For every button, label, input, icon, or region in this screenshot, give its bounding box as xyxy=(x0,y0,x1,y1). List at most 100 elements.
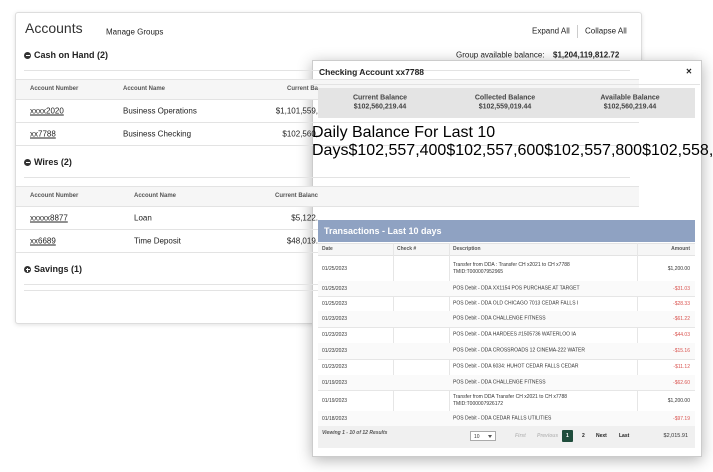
y-tick-label: $102,557,400 xyxy=(348,142,447,159)
column-header: Account Name xyxy=(123,86,166,92)
transaction-amount: $1,200.00 xyxy=(667,397,690,404)
balance-panel xyxy=(318,88,695,118)
group-balance: $1,204,119,812.72 xyxy=(553,50,620,60)
separator xyxy=(577,25,578,38)
balance-label: Available Balance xyxy=(600,94,660,102)
group-name: Savings (1) xyxy=(34,264,83,274)
column-header: Amount xyxy=(671,246,690,252)
transaction-amount: -$97.19 xyxy=(673,415,690,422)
transaction-description: POS Debit - DDA 6034: HUHOT CEDAR FALLS … xyxy=(453,363,579,370)
row-divider xyxy=(318,359,695,360)
transaction-amount: -$11.12 xyxy=(673,364,690,370)
transaction-date: 01/23/2023 xyxy=(322,348,348,354)
column-header: Account Number xyxy=(30,86,79,92)
table-header-band xyxy=(318,243,695,256)
results-summary: Viewing 1 - 10 of 12 Results xyxy=(322,430,388,436)
balance-value: $102,560,219.44 xyxy=(353,103,407,111)
row-stripe xyxy=(318,411,695,426)
balance-value: $102,560,219.44 xyxy=(603,103,657,111)
transaction-date: 01/18/2023 xyxy=(322,415,348,422)
column-header: Date xyxy=(322,246,333,252)
pagination-button[interactable]: Next xyxy=(596,433,607,439)
divider xyxy=(24,70,630,71)
transaction-description: POS Debit - DDA CHALLENGE FITNESS xyxy=(453,315,546,322)
transaction-amount: $1,200.00 xyxy=(667,266,690,272)
column-header: Account Number xyxy=(30,193,79,199)
toggle-icon xyxy=(24,52,31,59)
row-divider xyxy=(318,390,695,391)
group-name: Cash on Hand (2) xyxy=(34,50,109,60)
group-balance-label: Group available balance: xyxy=(456,50,545,60)
current-balance: $5,122. xyxy=(291,213,318,223)
row-stripe xyxy=(318,343,695,359)
manage-groups-link[interactable]: Manage Groups xyxy=(106,27,164,37)
account-number-link[interactable]: xx7788 xyxy=(30,129,56,139)
transaction-date: 01/25/2023 xyxy=(322,285,348,292)
table-header-band xyxy=(16,186,639,207)
transaction-date: 01/23/2023 xyxy=(322,364,348,370)
transaction-date: 01/25/2023 xyxy=(322,300,348,307)
transaction-date: 01/19/2023 xyxy=(322,397,348,404)
toggle-icon xyxy=(24,266,31,273)
transaction-description: Transfer from DDA : Transfer CH x2021 to… xyxy=(453,262,570,275)
transaction-description: POS Debit - DDA CEDAR FALLS UTILITIES xyxy=(453,415,552,421)
balance-chart: Daily Balance For Last 10 Days$102,557,4… xyxy=(312,124,713,160)
expand-all-button[interactable]: Expand All xyxy=(532,26,570,36)
column-divider xyxy=(393,243,394,426)
current-balance: $48,019. xyxy=(286,236,318,246)
transactions-title: Transactions - Last 10 days xyxy=(324,226,442,236)
transaction-date: 01/23/2023 xyxy=(322,316,348,322)
transaction-amount: -$28.33 xyxy=(673,300,690,307)
group-header[interactable]: Savings (1) xyxy=(24,264,82,274)
column-header: Account Name xyxy=(134,193,177,199)
account-number-link[interactable]: xxxxx8877 xyxy=(30,213,68,223)
transaction-description: POS Debit - DDA HARDEES #1505736 WATERLO… xyxy=(453,331,577,338)
account-name: Loan xyxy=(134,213,152,223)
transactions-header xyxy=(318,220,695,242)
pagination-button[interactable]: 2 xyxy=(582,433,585,439)
group-name: Wires (2) xyxy=(34,157,72,167)
group-header[interactable]: Wires (2) xyxy=(24,157,72,167)
chart-title: Daily Balance For Last 10 Days xyxy=(312,124,496,159)
account-name: Time Deposit xyxy=(134,236,181,246)
row-stripe xyxy=(318,281,695,296)
column-divider xyxy=(637,243,638,426)
account-number-link[interactable]: xx6689 xyxy=(30,236,56,246)
y-tick-label: $102,558,000 xyxy=(642,142,713,159)
pagination-button[interactable]: Previous xyxy=(537,433,559,439)
column-divider xyxy=(449,243,450,426)
transaction-description: POS Debit - DDA XX1154 POS PURCHASE AT T… xyxy=(453,285,580,291)
table-footer xyxy=(318,426,695,448)
collapse-all-button[interactable]: Collapse All xyxy=(585,26,627,36)
row-divider xyxy=(16,145,639,146)
modal-title-divider xyxy=(313,84,700,85)
column-header: Description xyxy=(453,246,481,252)
column-header: Current Balanc xyxy=(274,193,318,199)
transaction-amount: -$15.16 xyxy=(673,348,690,354)
transaction-date: 01/19/2023 xyxy=(322,379,348,386)
account-number-link[interactable]: xxxx2020 xyxy=(30,106,64,116)
modal-title: Checking Account xx7788 xyxy=(319,67,425,77)
row-divider xyxy=(16,122,639,123)
balance-label: Current Balance xyxy=(352,94,408,102)
page-size-value: 10 xyxy=(474,434,480,440)
divider xyxy=(24,177,630,178)
pagination-button[interactable]: First xyxy=(515,433,526,439)
account-name: Business Checking xyxy=(123,129,192,139)
balance-value: $102,559,019.44 xyxy=(478,103,532,111)
transaction-description: Transfer from DDA Transfer CH x2021 to C… xyxy=(453,393,568,407)
group-header[interactable]: Cash on Hand (2) xyxy=(24,50,108,60)
current-balance: $1,101,559, xyxy=(275,106,318,116)
close-button[interactable]: × xyxy=(686,66,692,78)
page-size-select[interactable]: 10 xyxy=(470,431,496,441)
transaction-description: POS Debit - DDA CROSSROADS 12 CINEMA-222… xyxy=(453,347,585,354)
column-header: Check # xyxy=(397,246,417,252)
transaction-date: 01/25/2023 xyxy=(322,266,348,272)
pagination-button[interactable]: Last xyxy=(619,433,630,439)
select-caret xyxy=(488,435,492,438)
transaction-amount: -$31.03 xyxy=(673,285,690,292)
pagination-button[interactable]: 1 xyxy=(562,430,573,442)
account-name: Business Operations xyxy=(123,106,197,116)
balance-label: Collected Balance xyxy=(474,94,536,102)
